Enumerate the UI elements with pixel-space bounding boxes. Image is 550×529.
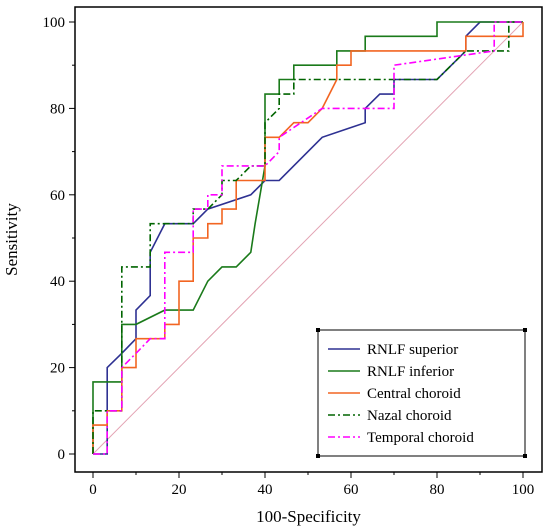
legend: RNLF superior RNLF inferior Central choroi…	[316, 328, 527, 458]
legend-label: RNLF superior	[367, 342, 458, 358]
legend-corner-handle	[523, 328, 527, 332]
x-tick-label: 100	[512, 482, 535, 498]
legend-label: RNLF inferior	[367, 364, 454, 380]
legend-label: Nazal choroid	[367, 408, 452, 424]
x-axis-ticks: 0 20 40 60 80 100	[89, 472, 534, 498]
y-tick-label: 100	[43, 15, 66, 31]
series-line-4	[93, 21, 523, 455]
x-axis-label: 100-Specificity	[256, 507, 361, 526]
series-line-2	[92, 22, 524, 454]
y-axis-label: Sensitivity	[2, 203, 21, 276]
series-line-3	[92, 21, 523, 454]
legend-corner-handle	[523, 454, 527, 458]
reference-diagonal	[92, 21, 524, 455]
legend-corner-handle	[316, 328, 320, 332]
x-tick-label: 0	[89, 482, 97, 498]
series-layer	[92, 21, 524, 455]
y-tick-label: 40	[50, 274, 65, 290]
legend-label: Temporal choroid	[367, 430, 474, 446]
y-tick-label: 20	[50, 361, 65, 377]
reference-line-layer	[92, 21, 524, 455]
y-axis-ticks: 0 20 40 60 80 100	[43, 15, 75, 463]
x-tick-label: 80	[430, 482, 445, 498]
legend-label: Central choroid	[367, 386, 461, 402]
x-tick-label: 20	[172, 482, 187, 498]
legend-corner-handle	[316, 454, 320, 458]
x-tick-label: 40	[258, 482, 273, 498]
y-tick-label: 80	[50, 101, 65, 117]
y-tick-label: 60	[50, 188, 65, 204]
x-tick-label: 60	[344, 482, 359, 498]
y-tick-label: 0	[58, 447, 66, 463]
